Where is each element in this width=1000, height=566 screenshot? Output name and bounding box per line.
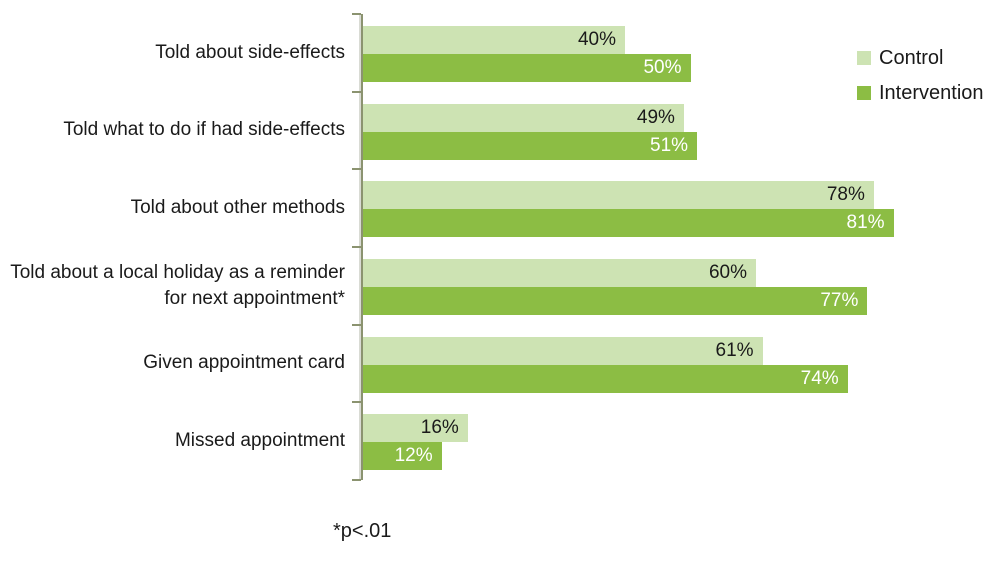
category-label: Missed appointment <box>174 430 345 452</box>
footnote: *p<.01 <box>333 520 392 542</box>
axis-tick <box>352 168 361 171</box>
intervention-bar: 77% <box>363 287 868 315</box>
control-bar: 61% <box>363 336 763 365</box>
intervention-bar: 51% <box>363 131 698 160</box>
intervention-bar: 12% <box>363 442 442 471</box>
control-bar: 16% <box>363 414 468 443</box>
axis-tick <box>352 246 361 248</box>
value-label: 50% <box>643 57 682 78</box>
control-bar: 60% <box>363 259 756 287</box>
legend: Control Intervention <box>857 44 984 107</box>
axis-tick <box>352 13 361 15</box>
intervention-bar: 81% <box>363 209 894 238</box>
legend-item-intervention: Intervention <box>857 79 984 107</box>
legend-swatch-intervention-icon <box>857 86 871 100</box>
legend-label-intervention: Intervention <box>879 81 984 104</box>
value-label: 12% <box>394 445 433 467</box>
category-label: Told about a local holiday as a reminder… <box>10 261 345 309</box>
value-label: 51% <box>650 134 689 156</box>
legend-label-control: Control <box>879 46 944 69</box>
value-label: 74% <box>800 367 839 389</box>
control-bar: 40% <box>363 26 625 54</box>
value-label: 49% <box>636 106 675 128</box>
intervention-bar: 50% <box>363 54 691 82</box>
axis-tick <box>352 401 361 404</box>
value-label: 77% <box>820 290 859 311</box>
category-label: Given appointment card <box>143 352 345 374</box>
value-label: 16% <box>420 417 459 439</box>
intervention-bar: 74% <box>363 364 848 393</box>
control-bar: 78% <box>363 181 874 210</box>
y-axis-line <box>361 14 363 480</box>
axis-tick <box>352 479 361 481</box>
control-bar: 49% <box>363 103 684 132</box>
value-label: 81% <box>846 212 885 234</box>
value-label: 40% <box>577 29 616 50</box>
category-label: Told about other methods <box>130 197 345 219</box>
value-label: 78% <box>826 184 865 206</box>
category-label: Told what to do if had side-effects <box>63 119 345 141</box>
legend-item-control: Control <box>857 44 984 72</box>
value-label: 60% <box>708 262 747 283</box>
axis-tick <box>352 323 361 326</box>
category-label: Told about side-effects <box>155 41 345 63</box>
axis-tick <box>352 90 361 93</box>
legend-swatch-control-icon <box>857 51 871 65</box>
value-label: 61% <box>715 339 754 361</box>
